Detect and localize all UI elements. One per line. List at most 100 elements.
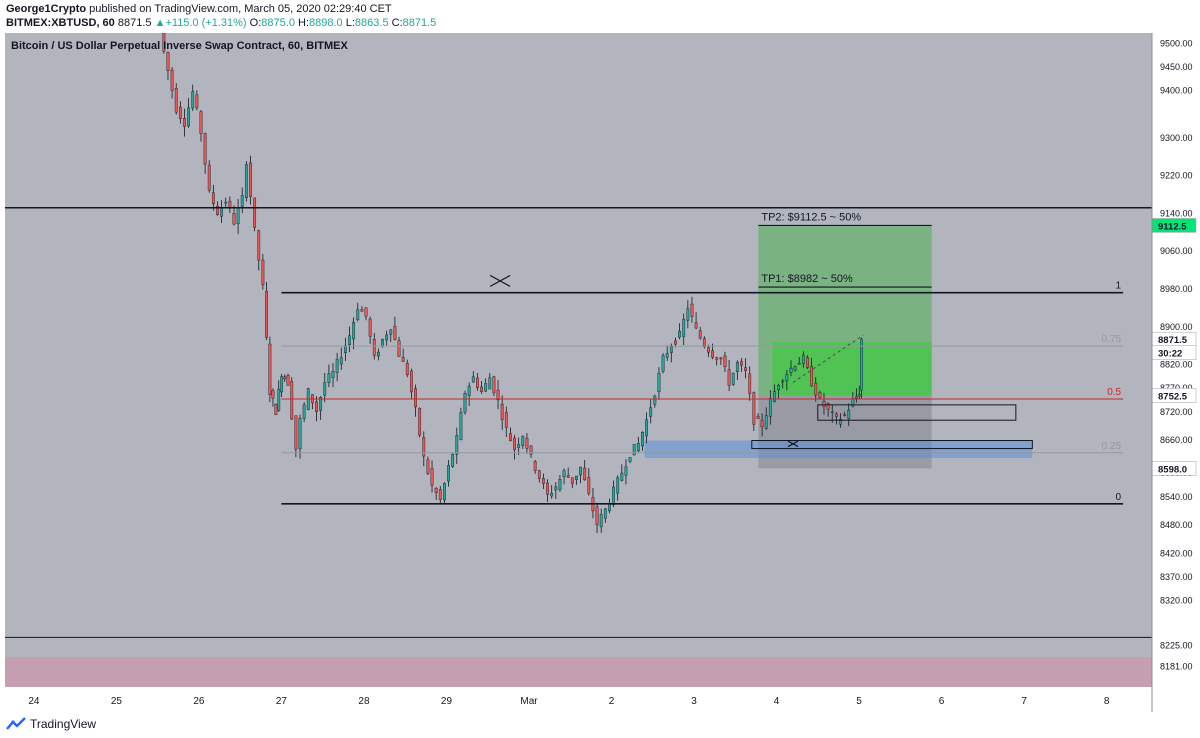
candle-body bbox=[857, 394, 861, 397]
tradingview-brand[interactable]: TradingView bbox=[6, 717, 96, 731]
price-chart[interactable]: 1 0.75 0.5 0.25 0 TP2: $9112.5 ~ 50% TP1: $898… bbox=[0, 33, 1200, 712]
candle-body bbox=[562, 470, 566, 478]
price-tick-label: 8181.00 bbox=[1160, 661, 1193, 671]
candle-body bbox=[249, 162, 252, 198]
candle-body bbox=[554, 486, 558, 491]
demand-zone[interactable] bbox=[644, 440, 1033, 458]
stop-box[interactable] bbox=[817, 404, 1017, 421]
publish-info: George1Crypto published on TradingView.c… bbox=[6, 3, 392, 15]
candle-body bbox=[434, 488, 438, 493]
time-axis[interactable] bbox=[5, 687, 1152, 712]
drawing-lines bbox=[5, 206, 1152, 638]
candle-body bbox=[170, 69, 174, 91]
candle-body bbox=[405, 363, 409, 376]
candle-body bbox=[698, 330, 702, 339]
candle-body bbox=[624, 466, 628, 476]
candle-body bbox=[298, 417, 302, 450]
price-tick-label: 9400.00 bbox=[1160, 86, 1193, 96]
candle-body bbox=[723, 355, 727, 367]
time-tick-label: 2 bbox=[609, 696, 615, 707]
low-label: L: bbox=[345, 17, 355, 29]
price-tick-label: 8370.00 bbox=[1160, 572, 1193, 582]
price-tick-label: 8720.00 bbox=[1160, 407, 1193, 417]
candle-body bbox=[752, 392, 756, 425]
candle-body bbox=[244, 164, 248, 199]
candle-body bbox=[542, 478, 545, 484]
candle-body bbox=[376, 351, 380, 357]
candle-body bbox=[199, 111, 203, 134]
candle-body bbox=[777, 385, 781, 391]
candle-body bbox=[768, 398, 772, 417]
candle-body bbox=[674, 340, 677, 345]
publisher-name[interactable]: George1Crypto bbox=[6, 3, 87, 15]
symbol-label[interactable]: BITMEX:XBTUSD, 60 bbox=[6, 17, 115, 29]
candle-body bbox=[810, 366, 814, 387]
fib-level-label: 0 bbox=[1116, 492, 1122, 503]
candle-body bbox=[195, 94, 199, 109]
candle-body bbox=[818, 392, 822, 398]
small-range-box[interactable] bbox=[751, 440, 1033, 450]
candle-body bbox=[727, 369, 731, 386]
last-price: 8871.5 bbox=[117, 17, 152, 29]
time-tick-label: 8 bbox=[1104, 696, 1110, 707]
candle-body bbox=[636, 443, 640, 452]
time-tick-label: 24 bbox=[28, 696, 40, 707]
candle-body bbox=[409, 370, 413, 393]
candle-body bbox=[558, 479, 562, 490]
candle-body bbox=[649, 407, 653, 417]
candle-body bbox=[517, 444, 521, 448]
candle-body bbox=[781, 380, 785, 383]
candle-body bbox=[764, 415, 768, 429]
price-axis[interactable] bbox=[1152, 33, 1200, 712]
candle-body bbox=[339, 357, 343, 365]
candle-body bbox=[187, 107, 191, 127]
cross-marker-icon bbox=[489, 274, 511, 287]
price-badge-label: 8871.5 bbox=[1158, 335, 1188, 346]
candle-body bbox=[860, 338, 863, 391]
chart-title: Bitcoin / US Dollar Perpetual Inverse Sw… bbox=[11, 40, 348, 52]
price-tick-label: 8820.00 bbox=[1160, 360, 1193, 370]
time-tick-label: Mar bbox=[520, 696, 538, 707]
time-tick-label: 29 bbox=[441, 696, 453, 707]
fib-level-label: 0.25 bbox=[1102, 441, 1122, 452]
candle-body bbox=[546, 482, 549, 495]
tp2-label: TP2: $9112.5 ~ 50% bbox=[761, 211, 861, 223]
candle-body bbox=[211, 192, 215, 205]
candle-body bbox=[537, 470, 541, 479]
candle-body bbox=[826, 403, 830, 410]
candle-body bbox=[381, 339, 384, 347]
candle-body bbox=[504, 412, 508, 428]
candle-body bbox=[265, 290, 268, 338]
candle-body bbox=[834, 413, 838, 417]
candle-body bbox=[484, 383, 488, 392]
price-tick-label: 9220.00 bbox=[1160, 171, 1193, 181]
time-tick-label: 26 bbox=[193, 696, 205, 707]
candle-body bbox=[360, 309, 364, 312]
time-tick-label: 27 bbox=[276, 696, 288, 707]
candle-body bbox=[583, 467, 587, 481]
candle-body bbox=[372, 339, 376, 356]
candle-body bbox=[735, 362, 739, 373]
candle-body bbox=[216, 205, 219, 215]
candle-body bbox=[587, 477, 591, 494]
candle-body bbox=[533, 461, 537, 471]
candle-body bbox=[253, 197, 257, 228]
candle-body bbox=[480, 386, 483, 392]
time-tick-label: 3 bbox=[691, 696, 697, 707]
plot-area[interactable] bbox=[5, 33, 1152, 687]
candle-body bbox=[422, 437, 426, 457]
candle-body bbox=[620, 472, 624, 481]
candle-body bbox=[178, 106, 182, 119]
candle-body bbox=[401, 357, 405, 362]
candle-body bbox=[521, 436, 525, 446]
candle-body bbox=[612, 486, 615, 505]
cross-marker-icon bbox=[787, 440, 799, 448]
candle-body bbox=[463, 392, 467, 413]
candle-body bbox=[839, 418, 842, 425]
candle-body bbox=[854, 396, 858, 399]
time-tick-label: 25 bbox=[111, 696, 123, 707]
time-tick-label: 7 bbox=[1021, 696, 1027, 707]
candle-body bbox=[575, 475, 578, 480]
candle-body bbox=[368, 318, 372, 337]
